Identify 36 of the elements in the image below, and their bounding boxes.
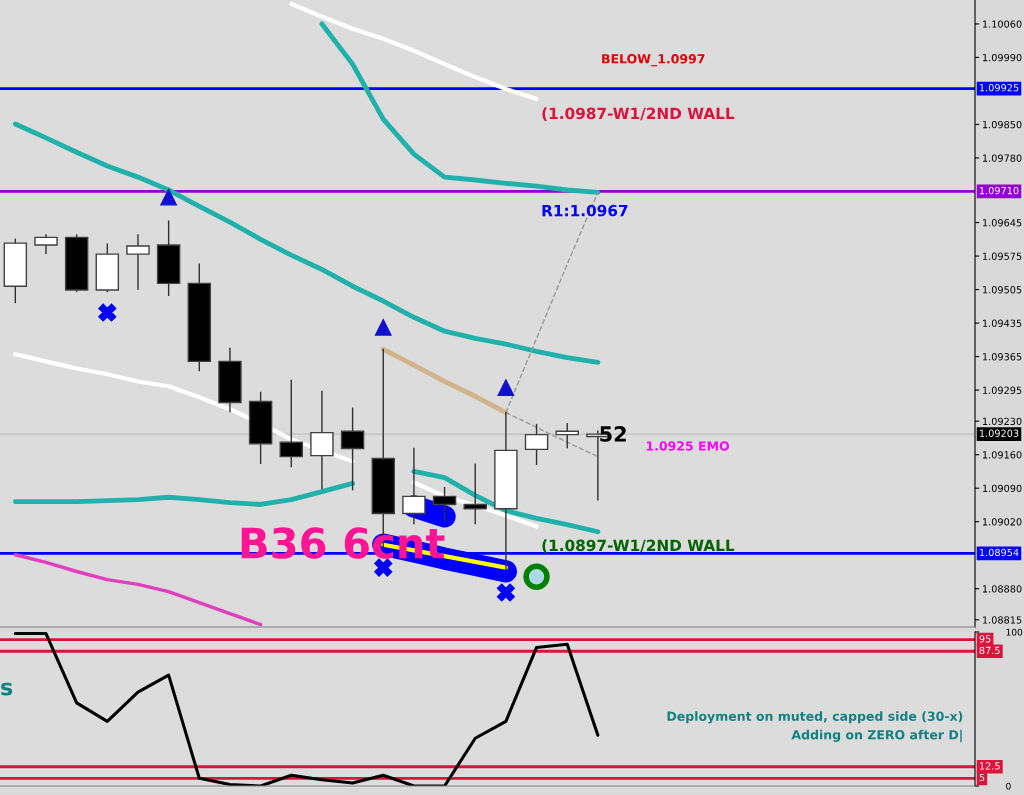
annotation: R1:1.0967	[542, 204, 628, 217]
y-tick-label: 100	[1006, 628, 1023, 636]
y-tick-label: 1.09780	[983, 154, 1022, 162]
annotation: s	[1, 682, 13, 696]
text: Adding on ZERO after D|	[791, 729, 962, 743]
ref-line-label: 1.09203	[979, 429, 1019, 437]
annotation: B36 6cnt	[241, 527, 445, 559]
y-tick-label: 1.09090	[983, 484, 1022, 493]
ref-line-label: 87.5	[979, 646, 1000, 655]
y-tick-label: 1.09020	[983, 518, 1022, 526]
y-tick-label: 1.09645	[983, 219, 1022, 227]
y-tick-label: 1.09990	[983, 53, 1022, 62]
y-tick-label: 1.08815	[983, 616, 1022, 624]
ref-line-label: 1.09925	[979, 84, 1019, 92]
text: 1.0925 EMO	[646, 441, 730, 451]
ref-line-label: 5	[979, 773, 985, 782]
y-tick-label: 0	[1006, 782, 1011, 790]
ref-line-label: 12.5	[979, 762, 1000, 770]
annotation: (1.0987-W1/2ND WALL	[542, 107, 735, 121]
ref-line-label: 1.08954	[979, 548, 1019, 557]
ref-line-label: 1.09710	[979, 186, 1019, 195]
text: Deployment on muted, capped side (30-x)	[667, 711, 963, 724]
y-tick-label: 1.09160	[983, 451, 1022, 459]
annotation: (1.0897-W1/2ND WALL	[542, 539, 735, 553]
y-tick-label: 1.09365	[983, 353, 1022, 361]
y-tick-label: 1.09230	[983, 417, 1022, 426]
y-tick-label: 1.09295	[983, 386, 1022, 394]
y-tick-label: 1.09435	[983, 319, 1022, 327]
ref-line-label: 95	[979, 635, 991, 643]
y-tick-label: 1.10060	[983, 20, 1022, 28]
y-tick-label: 1.08880	[983, 585, 1022, 593]
y-tick-label: 1.09850	[983, 120, 1022, 129]
annotation: 52	[600, 426, 626, 442]
y-tick-label: 1.09575	[983, 252, 1022, 260]
annotation: BELOW_1.0997	[602, 54, 705, 67]
y-tick-label: 1.09505	[983, 286, 1022, 294]
